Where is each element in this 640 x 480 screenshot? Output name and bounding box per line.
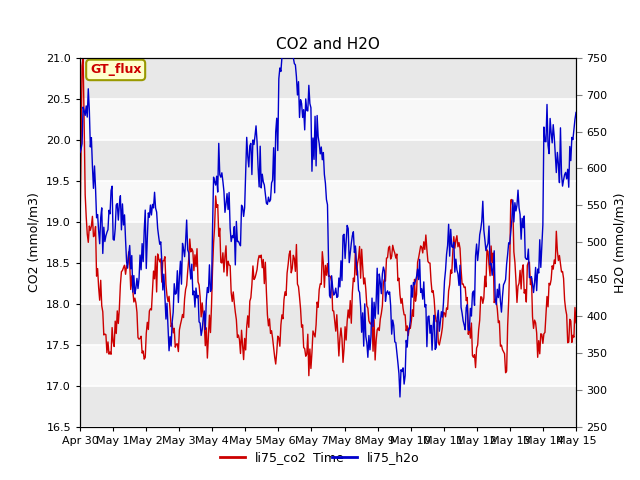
Bar [80,99,576,140]
Bar [80,181,576,222]
Text: GT_flux: GT_flux [90,63,141,76]
Bar [80,222,576,263]
Y-axis label: CO2 (mmol/m3): CO2 (mmol/m3) [28,192,41,292]
Title: CO2 and H2O: CO2 and H2O [276,37,380,52]
Bar [80,345,576,386]
Bar [80,304,576,345]
Bar [80,58,576,99]
Bar [80,386,576,427]
Y-axis label: H2O (mmol/m3): H2O (mmol/m3) [613,192,626,293]
Bar [80,140,576,181]
Legend: li75_co2, li75_h2o: li75_co2, li75_h2o [215,446,425,469]
X-axis label: Time: Time [312,452,344,465]
Bar [80,263,576,304]
